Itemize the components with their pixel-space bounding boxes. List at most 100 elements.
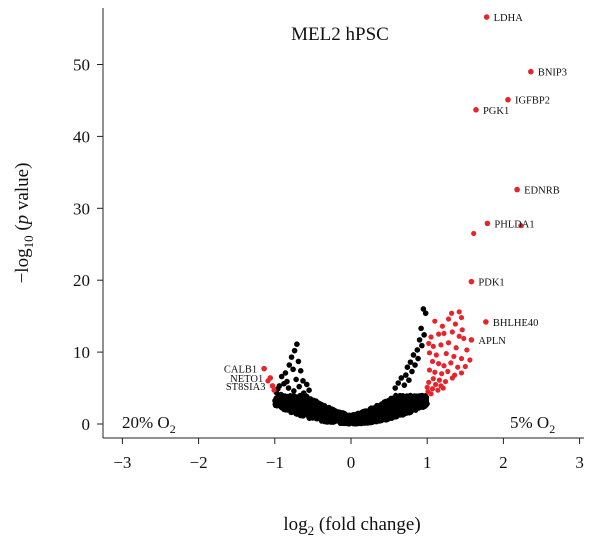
significant-point bbox=[458, 370, 465, 376]
background-point bbox=[337, 409, 343, 415]
non-significant-point bbox=[401, 382, 408, 388]
significant-point bbox=[471, 230, 477, 237]
gene-label: ST8SIA3 bbox=[226, 382, 266, 393]
non-significant-point bbox=[291, 347, 298, 354]
significant-point bbox=[271, 387, 277, 393]
non-significant-point bbox=[414, 347, 421, 353]
significant-point bbox=[429, 386, 436, 392]
non-significant-point bbox=[281, 380, 287, 387]
non-significant-point bbox=[286, 362, 293, 368]
x-axis-title-rest: (fold change) bbox=[314, 514, 421, 535]
y-tick-label: 0 bbox=[82, 415, 91, 434]
x-tick-label: 1 bbox=[423, 453, 432, 472]
significant-points bbox=[265, 222, 524, 397]
non-significant-point bbox=[406, 377, 412, 383]
non-significant-point bbox=[282, 370, 289, 376]
y-tick-label: 50 bbox=[73, 56, 90, 75]
labeled-point bbox=[468, 337, 475, 343]
significant-point bbox=[433, 352, 439, 358]
significant-point bbox=[429, 358, 436, 365]
gene-label: BNIP3 bbox=[538, 68, 567, 79]
significant-point bbox=[445, 316, 452, 322]
gene-label: PHLDA1 bbox=[494, 219, 534, 230]
non-significant-points bbox=[273, 306, 429, 398]
non-significant-point bbox=[412, 362, 418, 368]
y-tick-label: 40 bbox=[73, 127, 90, 146]
gene-label: NETO1 bbox=[230, 374, 263, 385]
right-condition-label: 5% O2 bbox=[510, 413, 555, 436]
gene-label: IGFBP2 bbox=[515, 96, 550, 107]
significant-point bbox=[430, 343, 436, 349]
background-point bbox=[401, 399, 408, 405]
labeled-point bbox=[267, 375, 274, 381]
background-point bbox=[290, 395, 296, 401]
x-tick-label: 3 bbox=[575, 453, 584, 472]
non-significant-point bbox=[415, 355, 421, 362]
non-significant-point bbox=[398, 375, 405, 381]
background-point bbox=[284, 401, 290, 407]
labeled-point bbox=[483, 319, 489, 325]
background-point bbox=[305, 409, 311, 415]
background-point bbox=[391, 412, 397, 418]
significant-point bbox=[426, 379, 432, 385]
significant-point bbox=[455, 364, 461, 370]
labeled-point bbox=[473, 106, 479, 113]
background-point bbox=[323, 413, 329, 419]
left-condition-label: 20% O2 bbox=[122, 413, 176, 436]
background-point bbox=[316, 413, 322, 419]
gene-label: BHLHE40 bbox=[493, 318, 539, 329]
significant-point bbox=[451, 353, 457, 360]
significant-point bbox=[442, 378, 449, 385]
non-significant-point bbox=[304, 381, 310, 388]
non-significant-point bbox=[409, 368, 415, 375]
y-axis-title-rest: value) bbox=[12, 163, 33, 215]
background-point bbox=[292, 409, 298, 415]
background-point bbox=[333, 412, 339, 419]
significant-point bbox=[464, 347, 470, 353]
background-point bbox=[386, 409, 392, 415]
significant-point bbox=[436, 331, 442, 337]
non-significant-point bbox=[288, 354, 295, 360]
background-point bbox=[284, 397, 290, 403]
background-point bbox=[412, 402, 418, 408]
background-points bbox=[272, 392, 430, 427]
background-point bbox=[338, 419, 344, 425]
background-point bbox=[381, 417, 387, 423]
y-axis-title-p: p bbox=[12, 215, 33, 227]
background-point bbox=[424, 401, 430, 407]
labeled-point bbox=[261, 365, 267, 372]
non-significant-point bbox=[395, 380, 402, 386]
y-axis-title-prefix: −log bbox=[12, 248, 33, 283]
gene-label: EDNRB bbox=[524, 186, 560, 197]
background-point bbox=[400, 407, 406, 413]
significant-point bbox=[449, 329, 455, 335]
left-condition-base: 20% O bbox=[122, 413, 170, 432]
background-point bbox=[357, 414, 363, 420]
background-point bbox=[367, 410, 373, 416]
y-axis-title-open: ( bbox=[12, 224, 33, 235]
significant-point bbox=[424, 384, 430, 390]
significant-point bbox=[426, 367, 433, 373]
significant-point bbox=[440, 385, 446, 391]
background-point bbox=[291, 399, 297, 405]
background-point bbox=[359, 418, 365, 424]
significant-point bbox=[436, 361, 442, 367]
background-point bbox=[351, 415, 357, 421]
significant-point bbox=[439, 371, 445, 377]
background-point bbox=[372, 413, 378, 419]
significant-point bbox=[438, 342, 444, 348]
significant-point bbox=[462, 363, 468, 370]
background-point bbox=[387, 405, 393, 411]
background-point bbox=[297, 397, 303, 403]
labeled-point bbox=[528, 68, 534, 75]
significant-point bbox=[439, 323, 446, 329]
non-significant-point bbox=[416, 337, 423, 343]
non-significant-point bbox=[293, 376, 299, 383]
significant-point bbox=[518, 222, 524, 229]
right-condition-base: 5% O bbox=[510, 413, 549, 432]
x-tick-label: 0 bbox=[347, 453, 356, 472]
non-significant-point bbox=[419, 342, 425, 349]
background-point bbox=[391, 408, 397, 414]
gene-labels: LDHA BNIP3 IGFBP2 PGK1 EDNRB PHLDA1 PDK1 BHLHE4… bbox=[224, 13, 567, 393]
